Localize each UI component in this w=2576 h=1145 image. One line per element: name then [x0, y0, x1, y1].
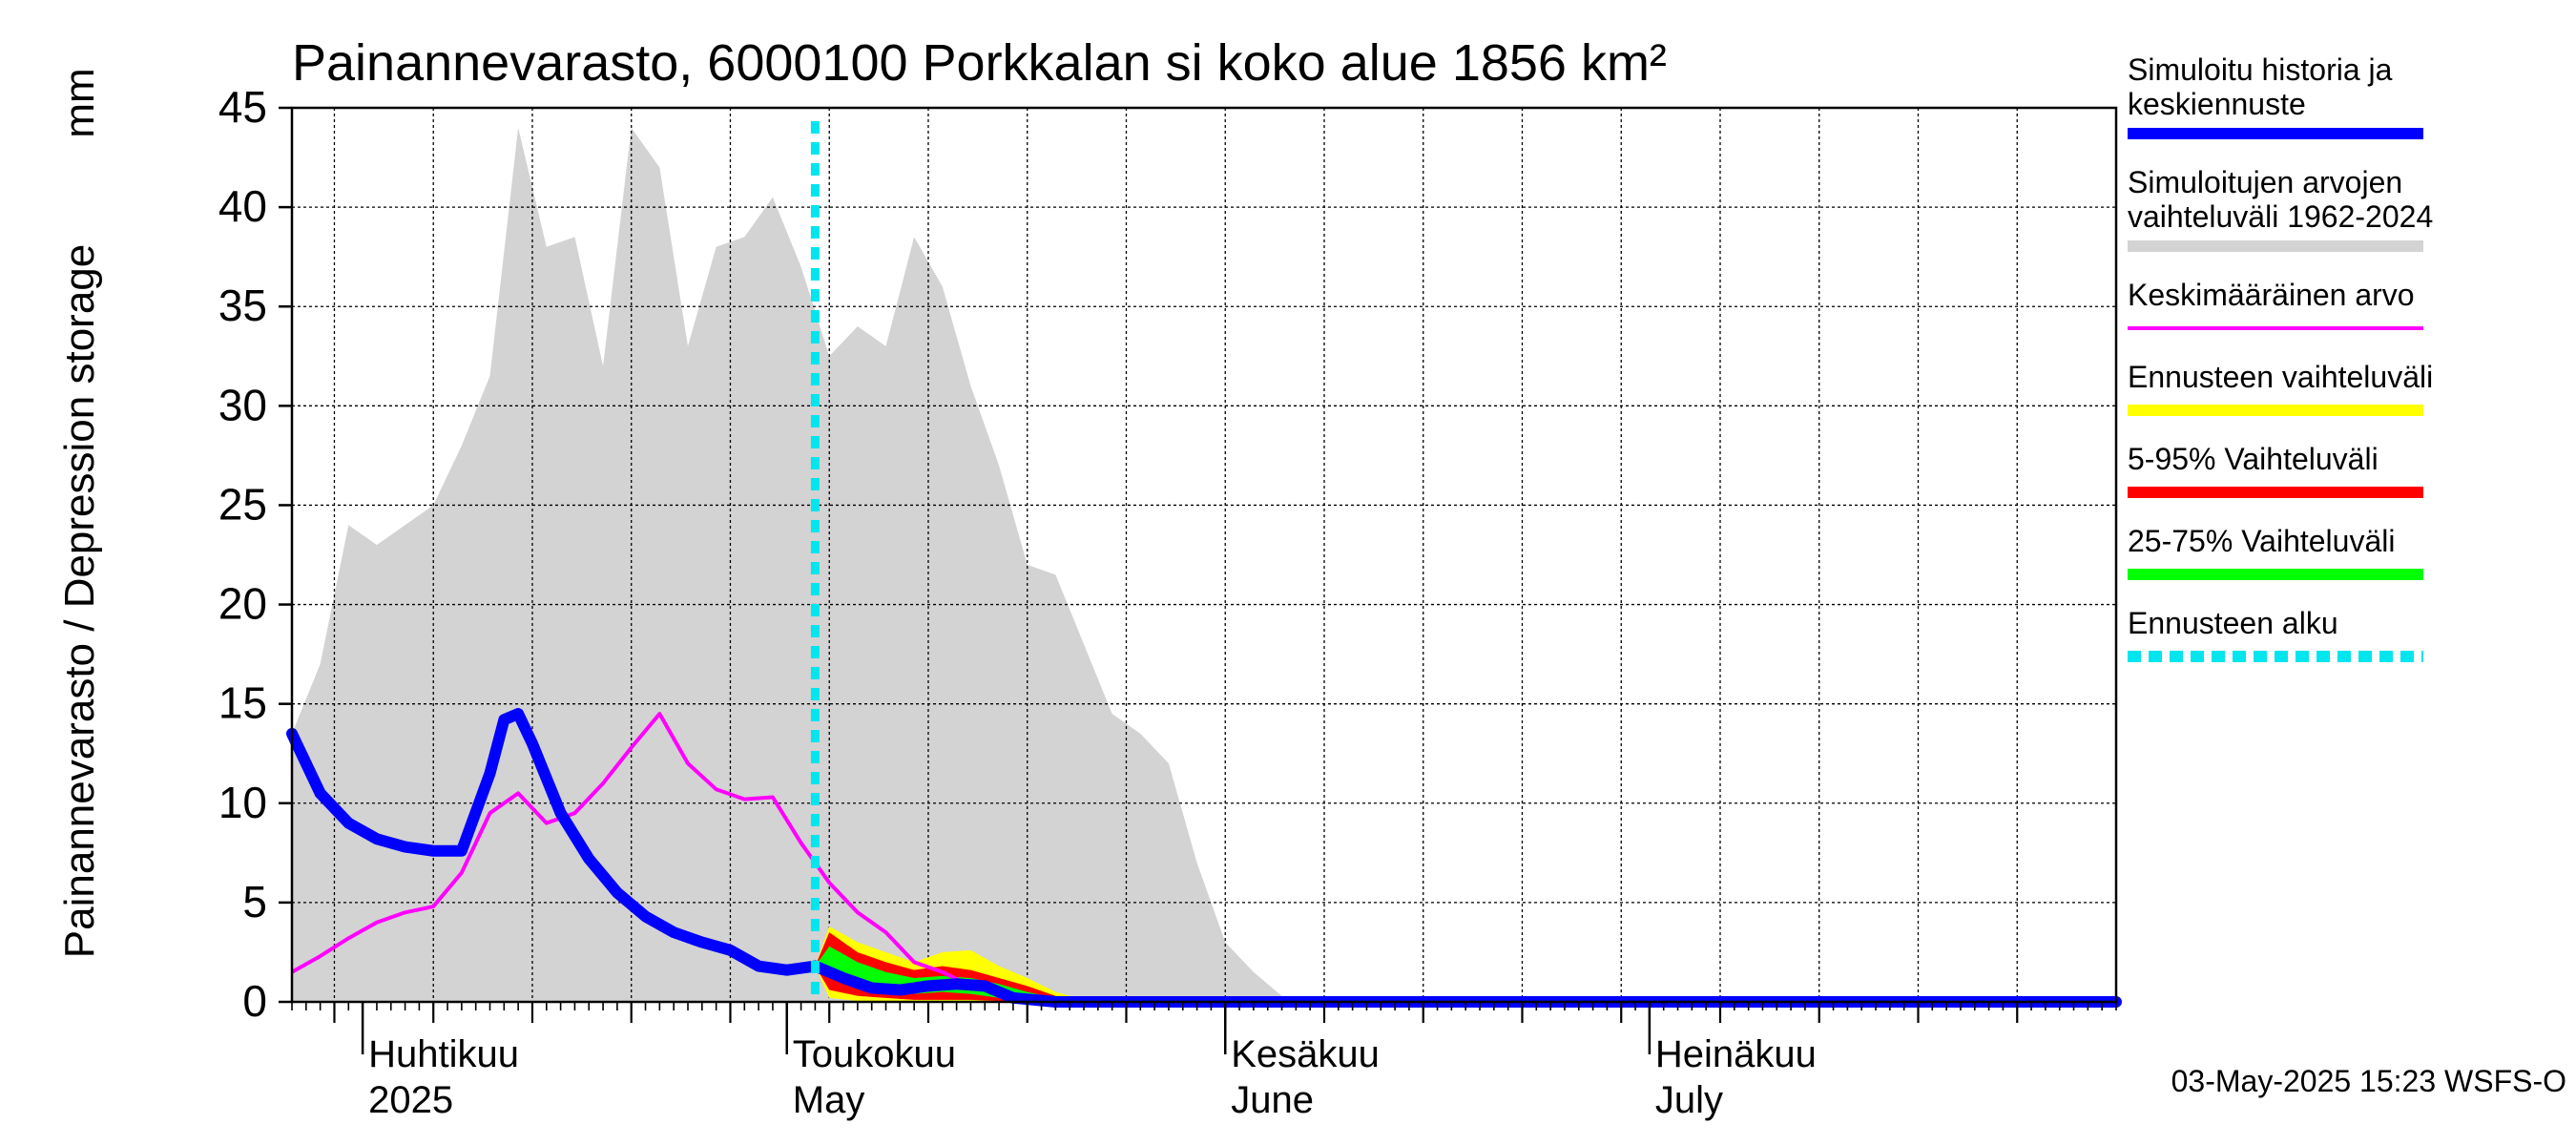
legend-label: Simuloitu historia ja	[2128, 52, 2393, 87]
axes	[279, 106, 2118, 1054]
plot-frame	[290, 106, 2118, 1004]
legend-label-2: vaihteluväli 1962-2024	[2128, 199, 2433, 234]
y-tick-label: 45	[218, 82, 267, 132]
month-label-sub: June	[1231, 1079, 1314, 1121]
y-axis-unit: mm	[56, 68, 103, 137]
month-label: Huhtikuu	[368, 1033, 519, 1075]
series-lines	[286, 708, 2122, 1008]
grid	[292, 108, 2116, 1002]
legend-label: Ennusteen alku	[2128, 606, 2338, 640]
y-tick-label: 30	[218, 380, 267, 429]
month-label: Kesäkuu	[1231, 1033, 1380, 1075]
historical-range-band	[292, 127, 2116, 1003]
y-axis-label: Painannevarasto / Depression storage	[56, 244, 103, 958]
month-label-sub: May	[793, 1079, 865, 1121]
y-tick-label: 0	[242, 976, 267, 1026]
y-tick-labels: 0 5 10 15 20 25 30 35 40 45	[218, 82, 267, 1026]
y-tick-label: 5	[242, 877, 267, 926]
simulated-history-line	[286, 708, 2122, 1008]
month-label-sub: 2025	[368, 1079, 453, 1121]
y-tick-label: 35	[218, 281, 267, 330]
y-tick-label: 20	[218, 579, 267, 629]
month-label: Toukokuu	[793, 1033, 956, 1075]
y-tick-label: 15	[218, 678, 267, 728]
chart-title: Painannevarasto, 6000100 Porkkalan si ko…	[292, 34, 1667, 92]
legend-label: 25-75% Vaihteluväli	[2128, 524, 2395, 558]
legend-label: Simuloitujen arvojen	[2128, 165, 2402, 199]
timestamp-footer: 03-May-2025 15:23 WSFS-O	[2171, 1064, 2566, 1098]
month-label: Heinäkuu	[1655, 1033, 1817, 1075]
legend-label: Keskimääräinen arvo	[2128, 278, 2415, 312]
month-label-sub: July	[1655, 1079, 1723, 1121]
legend-label: 5-95% Vaihteluväli	[2128, 442, 2379, 476]
legend-label-2: keskiennuste	[2128, 87, 2306, 121]
y-tick-label: 25	[218, 479, 267, 529]
y-tick-label: 10	[218, 778, 267, 827]
y-tick-label: 40	[218, 181, 267, 231]
range-band-area	[292, 127, 2116, 1003]
legend-label: Ennusteen vaihteluväli	[2128, 360, 2433, 394]
